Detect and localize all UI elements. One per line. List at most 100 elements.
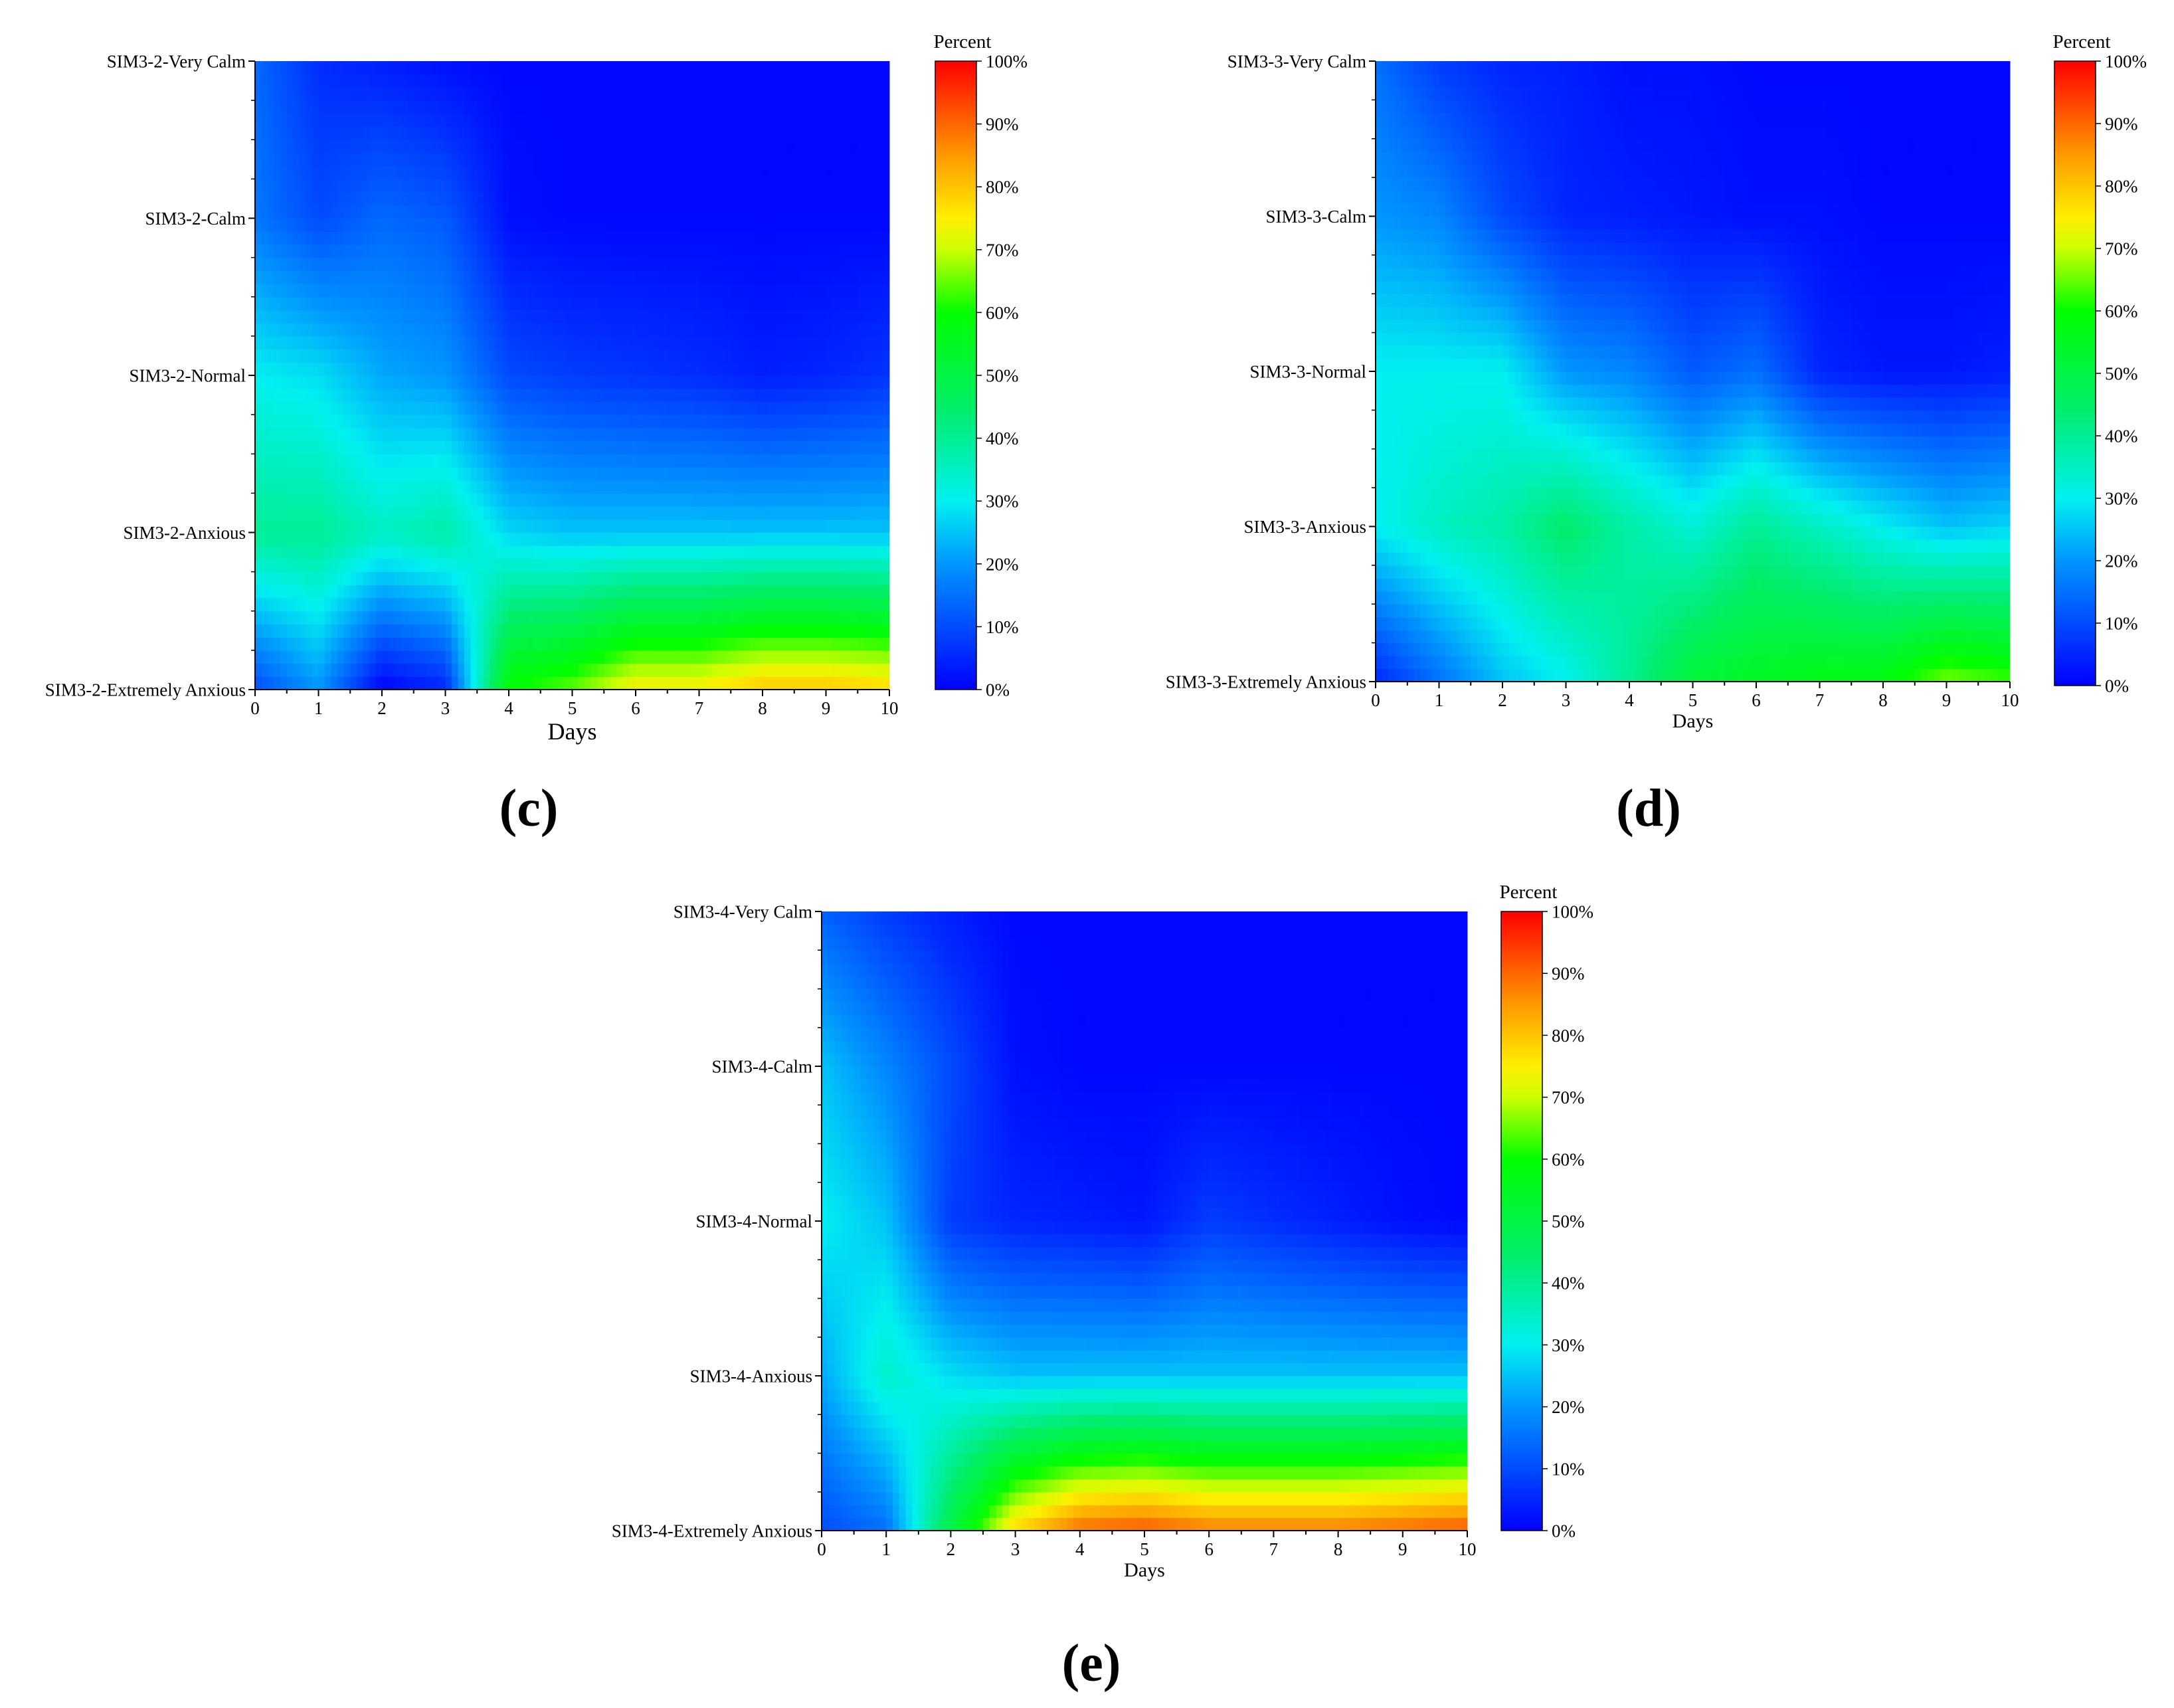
heatmap-cell [743, 100, 751, 114]
heatmap-cell [788, 676, 795, 690]
heatmap-cell [572, 165, 579, 179]
heatmap-cell [832, 585, 840, 599]
heatmap-cell [559, 480, 567, 494]
heatmap-cell [521, 466, 529, 481]
heatmap-cell [769, 466, 776, 481]
heatmap-cell [438, 532, 446, 546]
heatmap-cell [661, 284, 668, 298]
heatmap-cell [312, 519, 319, 533]
heatmap-cell [496, 192, 503, 206]
heatmap-cell [863, 650, 871, 664]
heatmap-cell [426, 545, 433, 559]
heatmap-cell [667, 466, 674, 481]
heatmap-cell [851, 87, 858, 101]
heatmap-cell [629, 270, 636, 284]
heatmap-cell [375, 585, 383, 599]
heatmap-cell [293, 466, 300, 481]
heatmap-cell [870, 598, 877, 612]
heatmap-cell [642, 506, 649, 520]
heatmap-cell [534, 558, 541, 573]
heatmap-cell [432, 427, 440, 442]
heatmap-cell [470, 323, 478, 337]
heatmap-cell [781, 676, 788, 690]
heatmap-cell [636, 362, 643, 376]
heatmap-cell [407, 179, 414, 193]
heatmap-cell [749, 624, 757, 638]
heatmap-cell [851, 585, 858, 599]
heatmap-cell [375, 532, 383, 546]
heatmap-cell [382, 506, 389, 520]
heatmap-cell [591, 192, 598, 206]
heatmap-cell [870, 571, 877, 585]
heatmap-cell [826, 454, 833, 468]
heatmap-cell [483, 244, 490, 258]
heatmap-cell [838, 663, 846, 677]
heatmap-cell [674, 532, 681, 546]
heatmap-cell [832, 440, 840, 454]
heatmap-cell [553, 493, 560, 507]
heatmap-cell [337, 519, 345, 533]
heatmap-cell [413, 519, 420, 533]
heatmap-cell [629, 663, 636, 677]
heatmap-cell [711, 454, 719, 468]
heatmap-cell [458, 650, 465, 664]
heatmap-cell [699, 126, 706, 140]
heatmap-cell [858, 362, 865, 376]
heatmap-cell [299, 270, 306, 284]
heatmap-cell [858, 401, 865, 415]
heatmap-cell [274, 585, 281, 599]
heatmap-cell [667, 454, 674, 468]
heatmap-cell [749, 415, 757, 428]
heatmap-cell [356, 74, 363, 88]
heatmap-cell [705, 140, 713, 153]
heatmap-cell [363, 558, 370, 573]
heatmap-cell [369, 427, 377, 442]
heatmap-cell [781, 427, 788, 442]
heatmap-cell [813, 415, 820, 428]
heatmap-cell [382, 440, 389, 454]
heatmap-cell [711, 205, 719, 219]
heatmap-cell [591, 87, 598, 101]
heatmap-cell [369, 296, 377, 311]
heatmap-cell [813, 231, 820, 245]
colorbar-tick-label: 70% [986, 240, 1019, 260]
heatmap-cell [819, 205, 827, 219]
heatmap-cell [775, 480, 782, 494]
heatmap-cell [622, 585, 630, 599]
heatmap-cell [636, 545, 643, 559]
heatmap-cell [565, 480, 573, 494]
heatmap-cell [731, 558, 738, 573]
heatmap-cell [350, 676, 357, 690]
heatmap-cell [654, 257, 662, 271]
heatmap-cell [388, 571, 395, 585]
heatmap-cell [845, 650, 852, 664]
heatmap-cell [438, 244, 446, 258]
heatmap-cell [826, 257, 833, 271]
heatmap-cell [667, 375, 674, 389]
heatmap-cell [737, 676, 744, 690]
heatmap-cell [661, 519, 668, 533]
heatmap-cell [610, 349, 617, 363]
heatmap-cell [274, 519, 281, 533]
heatmap-cell [705, 218, 713, 232]
heatmap-cell [293, 362, 300, 376]
heatmap-cell [749, 676, 757, 690]
heatmap-cell [863, 558, 871, 573]
heatmap-cell [851, 388, 858, 403]
heatmap-cell [724, 165, 731, 179]
heatmap-cell [452, 284, 459, 298]
heatmap-cell [395, 558, 402, 573]
heatmap-cell [636, 270, 643, 284]
heatmap-cell [800, 310, 808, 324]
heatmap-cell [426, 532, 433, 546]
heatmap-cell [464, 192, 472, 206]
heatmap-cell [515, 585, 522, 599]
heatmap-cell [743, 440, 751, 454]
heatmap-cell [331, 532, 338, 546]
heatmap-cell [876, 466, 884, 481]
heatmap-cell [591, 323, 598, 337]
heatmap-cell [388, 519, 395, 533]
heatmap-cell [737, 415, 744, 428]
heatmap-cell [464, 466, 472, 481]
heatmap-cell [413, 415, 420, 428]
